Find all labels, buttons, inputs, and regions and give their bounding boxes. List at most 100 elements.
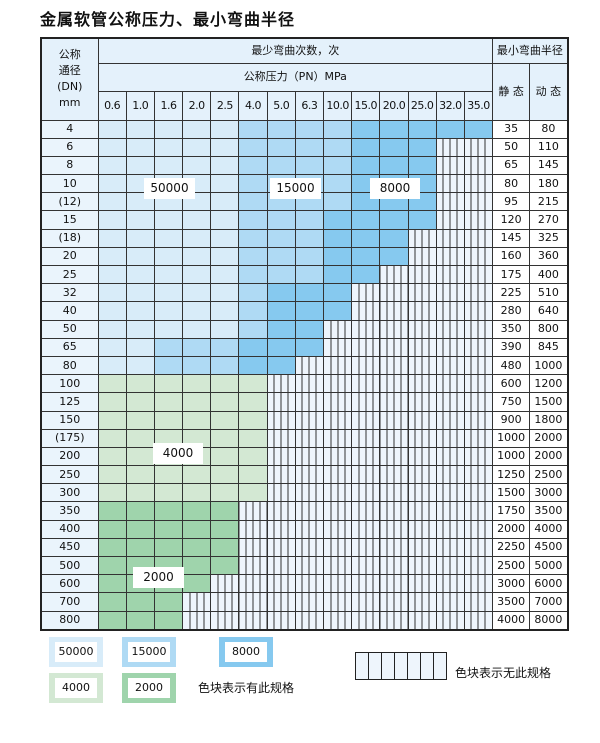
available-cell [294, 319, 325, 339]
unavailable-cell [463, 410, 494, 430]
unavailable-cell [294, 446, 325, 467]
unavailable-cell [379, 555, 409, 576]
unavailable-cell [351, 374, 381, 394]
dynamic-radius-cell: 1800 [529, 410, 569, 430]
dynamic-radius-cell: 1000 [529, 355, 569, 376]
available-cell [210, 501, 240, 521]
unavailable-cell [322, 519, 353, 539]
pressure-radius-table: 公称 通径 (DN) mm 最少弯曲次数，次 最小弯曲半径 公称压力（PN）MP… [40, 37, 569, 631]
unavailable-cell [407, 301, 437, 321]
legend-label: 50000 [55, 642, 97, 662]
unavailable-cell [379, 319, 409, 339]
available-cell [97, 119, 127, 139]
unavailable-cell [351, 428, 381, 448]
unavailable-cell [435, 228, 465, 248]
dn-cell: (18) [40, 228, 99, 248]
cycles-header: 最少弯曲次数，次 [97, 37, 494, 64]
available-cell [125, 410, 155, 430]
available-cell [266, 337, 296, 357]
available-cell [238, 137, 268, 157]
available-cell [266, 228, 296, 248]
available-cell [182, 355, 212, 376]
available-cell [97, 337, 127, 357]
unavailable-cell [463, 465, 494, 485]
dn-cell: 6 [40, 137, 99, 157]
unavailable-cell [238, 555, 268, 576]
available-cell [182, 555, 212, 576]
unavailable-cell [379, 537, 409, 558]
available-cell [210, 228, 240, 248]
static-radius-cell: 1250 [492, 465, 531, 485]
dn-cell: 50 [40, 319, 99, 339]
available-cell [210, 210, 240, 230]
unavailable-cell [435, 374, 465, 394]
unavailable-cell [322, 483, 353, 503]
unavailable-cell [351, 465, 381, 485]
available-cell [266, 210, 296, 230]
available-cell [97, 446, 127, 467]
unavailable-cell [322, 465, 353, 485]
unavailable-cell [379, 592, 409, 612]
available-cell [153, 119, 184, 139]
available-cell [153, 301, 184, 321]
available-cell [153, 537, 184, 558]
legend-available-text: 色块表示有此规格 [198, 681, 295, 695]
dynamic-radius-cell: 1500 [529, 392, 569, 412]
static-radius-cell: 3500 [492, 592, 531, 612]
static-radius-cell: 4000 [492, 610, 531, 631]
static-radius-cell: 390 [492, 337, 531, 357]
unavailable-cell [266, 574, 296, 594]
available-cell [182, 483, 212, 503]
available-cell [97, 155, 127, 176]
unavailable-cell [322, 392, 353, 412]
available-cell [153, 392, 184, 412]
available-cell [210, 337, 240, 357]
unavailable-cell [322, 337, 353, 357]
available-cell [294, 264, 325, 285]
unavailable-cell [407, 264, 437, 285]
unavailable-cell [435, 392, 465, 412]
available-cell [210, 319, 240, 339]
pressure-column-header: 10.0 [322, 90, 353, 121]
available-cell [125, 283, 155, 303]
unavailable-cell [322, 355, 353, 376]
available-cell [210, 119, 240, 139]
dynamic-radius-cell: 3000 [529, 483, 569, 503]
unavailable-cell [322, 592, 353, 612]
static-radius-cell: 35 [492, 119, 531, 139]
available-cell [210, 283, 240, 303]
unavailable-cell [435, 174, 465, 194]
dynamic-radius-cell: 2500 [529, 465, 569, 485]
available-cell [182, 155, 212, 176]
available-cell [294, 228, 325, 248]
unavailable-cell [379, 410, 409, 430]
available-cell [210, 264, 240, 285]
static-radius-cell: 95 [492, 192, 531, 212]
table-row: 400 2000 4000 [40, 519, 569, 539]
unavailable-cell [266, 537, 296, 558]
available-cell [294, 246, 325, 267]
available-cell [153, 374, 184, 394]
available-cell [182, 337, 212, 357]
table-row: 40 280 640 [40, 301, 569, 321]
unavailable-cell [463, 519, 494, 539]
unavailable-cell [322, 319, 353, 339]
unavailable-cell [351, 501, 381, 521]
pressure-column-header: 5.0 [266, 90, 296, 121]
unavailable-cell [435, 155, 465, 176]
table-row: 25 175 400 [40, 264, 569, 285]
available-cell [182, 246, 212, 267]
unavailable-cell [379, 374, 409, 394]
table-row: 700 3500 7000 [40, 592, 569, 612]
table-row: 600 3000 6000 [40, 574, 569, 594]
available-cell [125, 592, 155, 612]
unavailable-cell [238, 519, 268, 539]
unavailable-cell [407, 537, 437, 558]
unavailable-cell [322, 574, 353, 594]
static-radius-cell: 160 [492, 246, 531, 267]
unavailable-cell [351, 592, 381, 612]
dn-header-line: mm [59, 96, 81, 110]
available-cell [294, 301, 325, 321]
unavailable-cell [322, 446, 353, 467]
pressure-column-header: 25.0 [407, 90, 437, 121]
